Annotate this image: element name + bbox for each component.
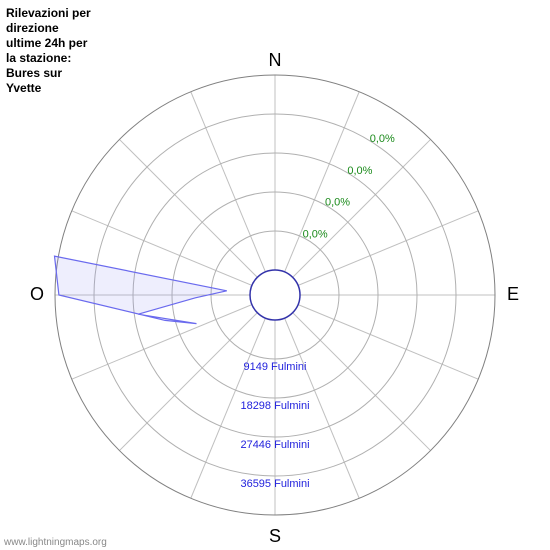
pct-label: 0,0% xyxy=(325,197,350,209)
spoke xyxy=(275,92,359,295)
polar-chart: 0,0% 0,0% 0,0% 0,0% 9149 Fulmini 18298 Fulmin… xyxy=(0,0,550,550)
pct-label: 0,0% xyxy=(303,229,328,241)
count-label: 36595 Fulmini xyxy=(240,478,309,490)
pct-label: 0,0% xyxy=(347,165,372,177)
spoke xyxy=(275,139,431,295)
count-label: 9149 Fulmini xyxy=(244,361,307,373)
cardinal-s: S xyxy=(269,526,281,546)
spoke xyxy=(275,211,478,295)
count-label: 18298 Fulmini xyxy=(240,400,309,412)
spoke xyxy=(275,295,359,498)
pct-label: 0,0% xyxy=(370,133,395,145)
cardinal-n: N xyxy=(269,50,282,70)
data-polygon xyxy=(55,256,227,324)
count-label: 27446 Fulmini xyxy=(240,439,309,451)
cardinal-w: O xyxy=(30,284,44,304)
spoke xyxy=(191,295,275,498)
spoke xyxy=(119,139,275,295)
cardinal-e: E xyxy=(507,284,519,304)
spoke xyxy=(191,92,275,295)
